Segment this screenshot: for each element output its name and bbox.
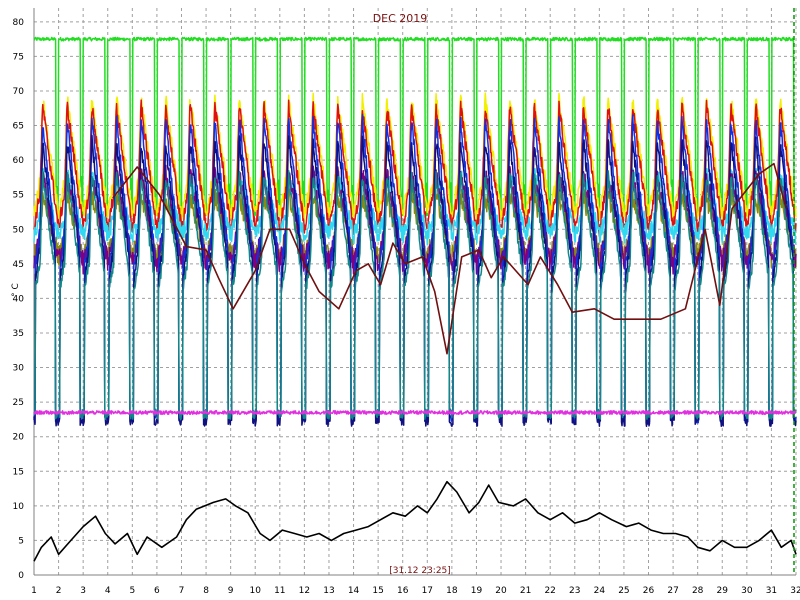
series-line-green xyxy=(33,36,797,217)
x-tick-label: 9 xyxy=(228,586,234,596)
x-tick-label: 5 xyxy=(129,586,135,596)
series-line-blue xyxy=(33,113,797,424)
x-tick-label: 7 xyxy=(179,586,185,596)
y-tick-label: 60 xyxy=(13,156,25,166)
y-tick-label: 65 xyxy=(13,122,24,132)
chart-title: DEC 2019 xyxy=(373,12,428,25)
x-tick-label: 19 xyxy=(471,586,483,596)
y-tick-label: 55 xyxy=(13,191,24,201)
y-tick-label: 15 xyxy=(13,467,24,477)
series-line-navy xyxy=(33,134,797,428)
x-tick-label: 25 xyxy=(618,586,629,596)
x-tick-label: 2 xyxy=(56,586,62,596)
x-tick-label: 8 xyxy=(203,586,209,596)
y-tick-label: 35 xyxy=(13,329,24,339)
y-axis-label: ° C xyxy=(11,283,21,297)
x-tick-label: 22 xyxy=(544,586,555,596)
x-axis-ticks: 1 2 3 4 5 6 7 8 9 10 11 12 13 14 15 16 17 18 19 20 21 22 23 24 2… xyxy=(31,586,800,596)
x-tick-label: 23 xyxy=(569,586,580,596)
x-tick-label: 14 xyxy=(348,586,360,596)
x-tick-label: 6 xyxy=(154,586,160,596)
series-line-black xyxy=(33,480,797,562)
y-tick-label: 40 xyxy=(13,294,25,304)
series-layer xyxy=(33,36,797,562)
y-tick-label: 75 xyxy=(13,52,24,62)
x-tick-label: 4 xyxy=(105,586,111,596)
x-tick-label: 20 xyxy=(495,586,507,596)
y-tick-label: 30 xyxy=(13,364,25,374)
x-tick-label: 17 xyxy=(422,586,433,596)
x-tick-label: 12 xyxy=(299,586,310,596)
x-tick-label: 16 xyxy=(397,586,409,596)
x-tick-label: 18 xyxy=(446,586,458,596)
y-axis-ticks: 0 5 10 15 20 25 30 35 40 45 50 55 60 65 70 75 80 xyxy=(13,18,25,581)
x-tick-label: 21 xyxy=(520,586,531,596)
x-tick-label: 1 xyxy=(31,586,37,596)
x-tick-label: 31 xyxy=(766,586,777,596)
x-tick-label: 11 xyxy=(274,586,285,596)
x-tick-label: 15 xyxy=(372,586,383,596)
x-tick-label: 24 xyxy=(594,586,606,596)
y-tick-label: 25 xyxy=(13,398,24,408)
x-tick-label: 29 xyxy=(717,586,729,596)
x-tick-label: 27 xyxy=(667,586,678,596)
grid xyxy=(33,8,797,576)
y-tick-label: 10 xyxy=(13,502,25,512)
x-tick-label: 30 xyxy=(741,586,753,596)
y-tick-label: 0 xyxy=(18,571,24,581)
series-line-brown xyxy=(112,162,787,355)
y-tick-label: 5 xyxy=(18,536,24,546)
y-tick-label: 70 xyxy=(13,87,25,97)
x-tick-label: 10 xyxy=(249,586,261,596)
x-tick-label: 13 xyxy=(323,586,334,596)
y-tick-label: 80 xyxy=(13,18,25,28)
timestamp-readout: [31.12 23:25] xyxy=(389,566,451,576)
x-tick-label: 26 xyxy=(643,586,655,596)
y-tick-label: 50 xyxy=(13,225,25,235)
series-line-magenta xyxy=(33,410,797,415)
series-line-red xyxy=(33,99,797,237)
x-tick-label: 28 xyxy=(692,586,704,596)
series-line-teal xyxy=(33,170,797,420)
y-tick-label: 20 xyxy=(13,433,25,443)
y-tick-label: 45 xyxy=(13,260,24,270)
x-tick-label: 3 xyxy=(80,586,86,596)
x-tick-label: 32 xyxy=(790,586,800,596)
